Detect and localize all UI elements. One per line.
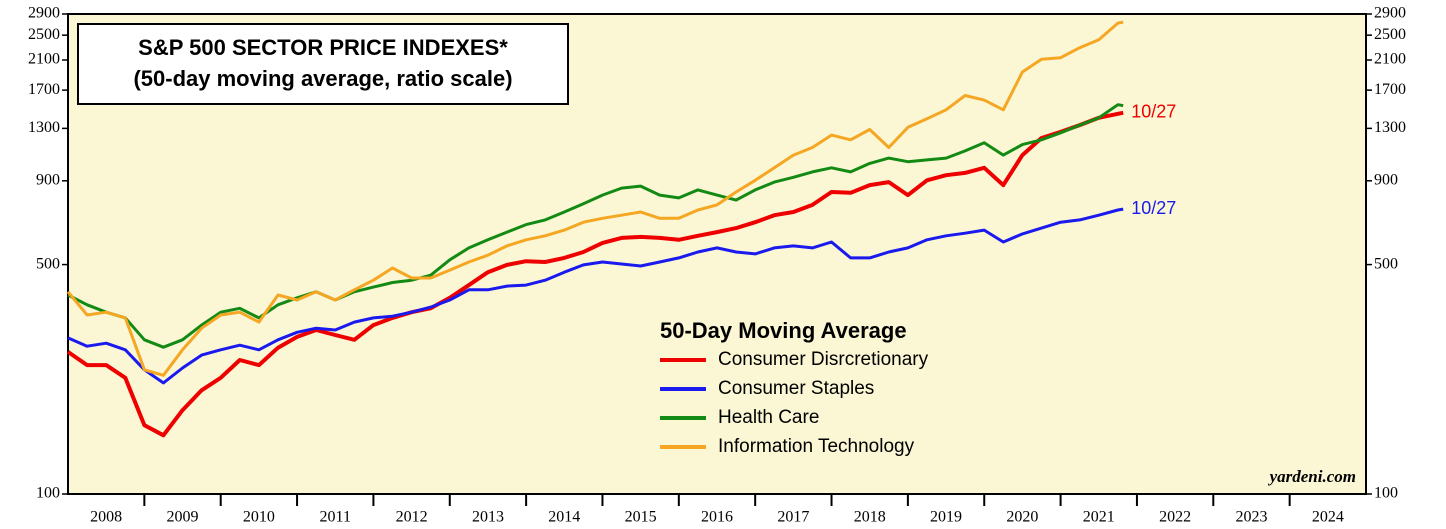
y-tick-label: 1300 (28, 119, 60, 136)
x-tick-label: 2022 (1159, 509, 1191, 526)
x-tick-label: 2014 (548, 509, 580, 526)
end-label: 10/27 (1131, 198, 1176, 218)
source: yardeni.com (1268, 467, 1356, 486)
title-box (77, 23, 569, 105)
legend-label: Consumer Disrcretionary (718, 349, 929, 370)
x-tick-label: 2013 (472, 509, 504, 526)
x-tick-label: 2023 (1235, 509, 1267, 526)
series-line (67, 207, 1124, 385)
series-line (67, 103, 1124, 349)
x-tick-label: 2024 (1312, 509, 1344, 526)
y2-tick-label: 2900 (1374, 5, 1406, 22)
x-tick-label: 2018 (854, 509, 886, 526)
y-tick-label: 900 (36, 171, 60, 188)
y-tick-label: 2500 (28, 26, 60, 43)
x-tick-label: 2010 (243, 509, 275, 526)
x-tick-label: 2017 (777, 509, 809, 526)
y2-tick-label: 900 (1374, 171, 1398, 188)
end-label: 10/27 (1131, 102, 1176, 122)
chart-subtitle: (50-day moving average, ratio scale) (133, 66, 512, 91)
series-line (66, 20, 1124, 377)
chart-title: S&P 500 SECTOR PRICE INDEXES* (138, 35, 508, 60)
y-tick-label: 2900 (28, 5, 60, 22)
y2-tick-label: 1700 (1374, 81, 1406, 98)
y-tick-label: 100 (36, 485, 60, 502)
x-tick-label: 2020 (1006, 509, 1038, 526)
series-line (66, 110, 1124, 438)
x-tick-label: 2008 (90, 509, 122, 526)
y-tick-label: 500 (36, 255, 60, 272)
y2-tick-label: 500 (1374, 255, 1398, 272)
y2-tick-label: 1300 (1374, 119, 1406, 136)
y-tick-label: 1700 (28, 81, 60, 98)
y2-tick-label: 2500 (1374, 26, 1406, 43)
legend-title: 50-Day Moving Average (660, 318, 907, 343)
x-tick-label: 2021 (1083, 509, 1115, 526)
legend-label: Consumer Staples (718, 378, 874, 399)
x-tick-label: 2009 (167, 509, 199, 526)
y2-tick-label: 100 (1374, 485, 1398, 502)
x-tick-label: 2016 (701, 509, 733, 526)
x-tick-label: 2015 (625, 509, 657, 526)
y2-tick-label: 2100 (1374, 51, 1406, 68)
x-tick-label: 2011 (320, 509, 351, 526)
legend-label: Information Technology (718, 436, 915, 457)
y-tick-label: 2100 (28, 51, 60, 68)
x-tick-label: 2019 (930, 509, 962, 526)
x-tick-label: 2012 (396, 509, 428, 526)
legend-label: Health Care (718, 407, 819, 428)
